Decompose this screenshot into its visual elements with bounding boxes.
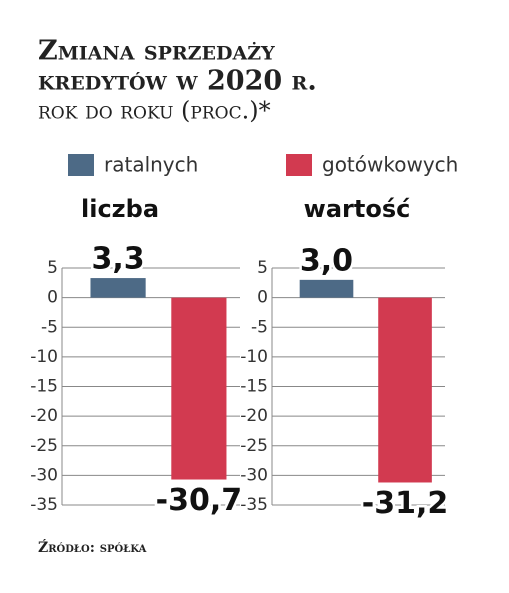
y-tick-label: -15 [240, 377, 268, 397]
y-tick-label: -25 [30, 436, 58, 456]
legend-swatch [286, 154, 312, 176]
panel-title: wartość [304, 195, 411, 223]
y-tick-label: -10 [240, 347, 268, 367]
y-tick-label: -35 [240, 495, 268, 515]
panel-title: liczba [81, 195, 159, 223]
value-label: 3,0 [300, 243, 353, 278]
legend-label: gotówkowych [322, 153, 458, 177]
y-tick-label: -30 [240, 465, 268, 485]
y-tick-label: -5 [251, 317, 268, 337]
y-tick-label: -15 [30, 377, 58, 397]
y-tick-label: -10 [30, 347, 58, 367]
bar [90, 278, 146, 298]
bar [299, 279, 354, 298]
value-label: 3,3 [91, 242, 144, 277]
y-tick-label: 0 [257, 288, 268, 308]
chart-title-line: Zmiana sprzedaży [38, 36, 275, 67]
y-tick-label: -35 [30, 495, 58, 515]
bar [171, 297, 227, 480]
value-label: -30,7 [156, 483, 242, 518]
y-tick-label: 5 [47, 258, 58, 278]
y-tick-label: -30 [30, 465, 58, 485]
y-tick-label: -25 [240, 436, 268, 456]
y-tick-label: -20 [30, 406, 58, 426]
legend-swatch [68, 154, 94, 176]
y-tick-label: -5 [41, 317, 58, 337]
value-label: -31,2 [362, 486, 448, 521]
source: Źródło: spółka [38, 538, 147, 556]
chart-title-line: kredytów w 2020 r. [38, 66, 317, 97]
bar [378, 297, 432, 483]
y-tick-label: 5 [257, 258, 268, 278]
y-tick-label: 0 [47, 288, 58, 308]
legend-label: ratalnych [104, 153, 198, 177]
chart-subtitle: rok do roku (proc.)* [38, 97, 271, 125]
y-tick-label: -20 [240, 406, 268, 426]
